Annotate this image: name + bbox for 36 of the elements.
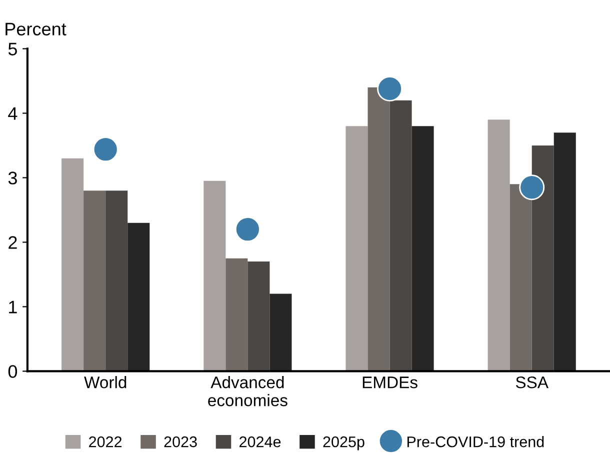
bar	[62, 158, 84, 372]
legend-label: 2024e	[240, 436, 281, 448]
legend-label: 2025p	[323, 436, 364, 450]
y-tick-label: 1	[9, 300, 17, 314]
y-tick-label: 4	[8, 107, 18, 120]
x-tick-label: EMDEs	[362, 376, 418, 388]
point	[234, 216, 260, 242]
point	[519, 174, 545, 200]
bar	[226, 258, 248, 372]
bar	[510, 184, 532, 372]
bar	[106, 190, 128, 372]
bar	[346, 126, 368, 372]
y-axis-title: Percent	[6, 22, 66, 36]
bar	[532, 145, 554, 372]
bar	[368, 87, 390, 372]
y-tick-label: 5	[8, 42, 17, 56]
y-tick-label: 2	[8, 236, 17, 249]
bar	[390, 100, 412, 372]
bar	[248, 262, 270, 372]
bar	[554, 132, 576, 372]
y-tick-label: 0	[8, 365, 18, 378]
bar	[412, 126, 434, 372]
legend-label: 2022	[89, 436, 122, 448]
x-tick-label: SSA	[516, 376, 548, 388]
bar	[488, 120, 510, 372]
y-tick-label: 3	[8, 172, 17, 184]
bar	[270, 294, 292, 372]
x-tick-label: Advanced economies	[208, 376, 288, 406]
point	[377, 76, 402, 102]
bar	[84, 190, 106, 372]
point	[92, 136, 118, 162]
bar	[204, 180, 226, 372]
legend-label: Pre-COVID-19 trend	[407, 436, 544, 448]
x-tick-label: World	[84, 376, 126, 388]
bar	[128, 222, 150, 372]
legend-label: 2023	[164, 436, 197, 448]
